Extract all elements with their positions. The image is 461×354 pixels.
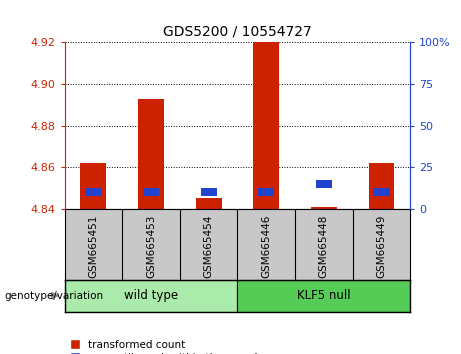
Bar — [80, 163, 106, 209]
Bar — [237, 280, 410, 312]
Bar — [253, 42, 279, 209]
Bar — [195, 199, 222, 209]
Bar — [368, 163, 395, 209]
Text: GSM665446: GSM665446 — [261, 215, 271, 278]
Text: wild type: wild type — [124, 289, 178, 302]
Bar — [258, 188, 274, 196]
Text: KLF5 null: KLF5 null — [297, 289, 351, 302]
Bar — [138, 99, 164, 209]
Title: GDS5200 / 10554727: GDS5200 / 10554727 — [163, 24, 312, 39]
Bar — [85, 188, 101, 196]
Text: GSM665454: GSM665454 — [204, 215, 213, 278]
Text: GSM665448: GSM665448 — [319, 215, 329, 278]
Text: genotype/variation: genotype/variation — [5, 291, 104, 301]
Text: GSM665451: GSM665451 — [89, 215, 98, 278]
Bar — [373, 188, 390, 196]
Legend: transformed count, percentile rank within the sample: transformed count, percentile rank withi… — [70, 340, 264, 354]
Bar — [316, 180, 332, 188]
Bar — [311, 207, 337, 209]
Text: GSM665453: GSM665453 — [146, 215, 156, 278]
Bar — [143, 188, 159, 196]
Text: GSM665449: GSM665449 — [377, 215, 386, 278]
Bar — [201, 188, 217, 196]
Bar — [65, 280, 237, 312]
